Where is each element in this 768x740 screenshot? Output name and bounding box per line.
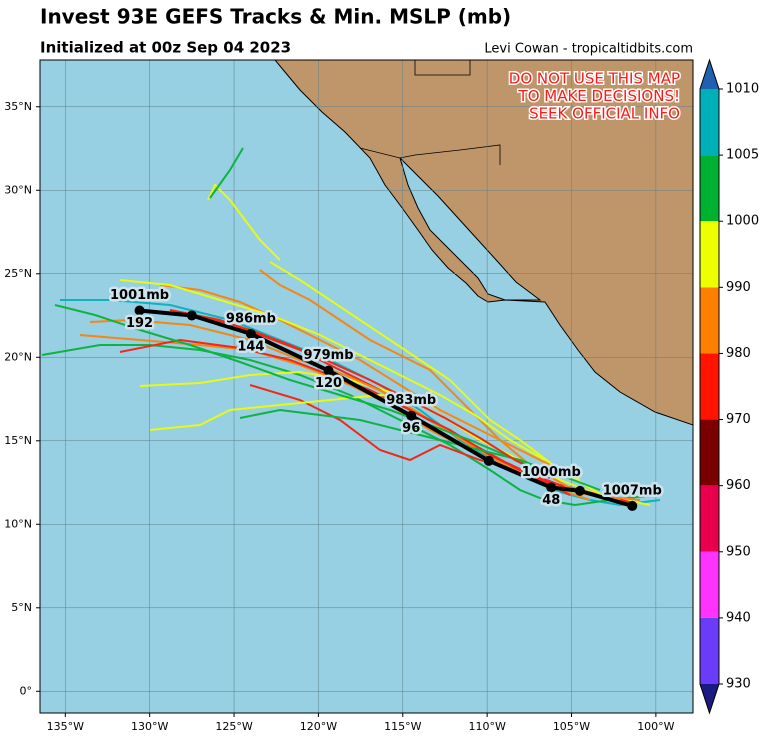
y-tick-label: 35°N: [4, 100, 32, 113]
colorbar-label: 930: [726, 677, 751, 692]
axes: 135°W 130°W 125°W 120°W 115°W 110°W 105°W 100°W…: [4, 100, 674, 733]
border: [414, 60, 471, 76]
pressure-label: 1001mb: [110, 288, 169, 303]
track-point: [483, 455, 494, 466]
hour-label: 192: [126, 316, 153, 331]
y-tick-label: 20°N: [4, 350, 32, 363]
colorbar-label: 980: [726, 346, 751, 361]
y-tick-label: 25°N: [4, 267, 32, 280]
x-tick-label: 125°W: [215, 720, 252, 733]
border: [359, 144, 501, 165]
colorbar-label: 1005: [726, 148, 759, 163]
colorbar: 930 940 950 960 970 980 990 1000 1005 1010: [699, 58, 759, 715]
x-tick-label: 115°W: [384, 720, 421, 733]
pressure-label: 986mb: [226, 311, 276, 326]
track-point: [406, 410, 417, 421]
x-tick-label: 105°W: [553, 720, 590, 733]
map-frame: [39, 59, 694, 714]
subtitle: Initialized at 00z Sep 04 2023: [40, 39, 291, 57]
colorbar-under: [700, 684, 719, 713]
warning-line: TO MAKE DECISIONS!: [518, 87, 680, 105]
track-point: [245, 328, 256, 339]
x-tick-label: 100°W: [637, 720, 674, 733]
x-tick-label: 135°W: [47, 720, 84, 733]
map: 1007mb 1000mb 48 983mb 96 979mb 120 986mb 144 100…: [40, 60, 693, 713]
pressure-label: 983mb: [386, 393, 436, 408]
colorbar-label: 1010: [726, 82, 759, 97]
colorbar-label: 960: [726, 478, 751, 493]
pressure-label: 1000mb: [522, 465, 581, 480]
track-point: [627, 500, 638, 511]
pressure-label: 979mb: [304, 348, 354, 363]
colorbar-label: 990: [726, 280, 751, 295]
warning-line: DO NOT USE THIS MAP: [509, 70, 680, 88]
y-tick-label: 10°N: [4, 517, 32, 530]
x-tick-label: 120°W: [300, 720, 337, 733]
x-tick-label: 110°W: [468, 720, 505, 733]
colorbar-label: 940: [726, 610, 751, 625]
colorbar-segment: [700, 287, 719, 354]
colorbar-segment: [700, 485, 719, 552]
colorbar-segment: [700, 221, 719, 288]
colorbar-segment: [700, 419, 719, 486]
track-point: [186, 310, 197, 321]
hour-label: 96: [402, 421, 420, 436]
colorbar-segment: [700, 551, 719, 618]
colorbar-segment: [700, 89, 719, 156]
y-tick-label: 15°N: [4, 434, 32, 447]
track-point: [323, 365, 334, 376]
colorbar-segment: [700, 353, 719, 420]
colorbar-label: 950: [726, 544, 751, 559]
y-tick-label: 5°N: [11, 601, 32, 614]
track-points: 1007mb 1000mb 48 983mb 96 979mb 120 986mb 144 100…: [108, 286, 664, 511]
colorbar-segment: [700, 155, 719, 222]
colorbar-over: [700, 60, 719, 89]
track-point: [574, 485, 585, 496]
colorbar-segment: [700, 617, 719, 684]
y-tick-label: 30°N: [4, 183, 32, 196]
pressure-label: 1007mb: [603, 483, 662, 498]
credit: Levi Cowan - tropicaltidbits.com: [484, 42, 693, 57]
hour-label: 120: [315, 376, 342, 391]
gulf-of-california: [399, 157, 542, 301]
track-point: [546, 482, 557, 493]
y-tick-label: 0°: [20, 684, 33, 697]
colorbar-label: 970: [726, 412, 751, 427]
x-tick-label: 130°W: [131, 720, 168, 733]
warning-line: SEEK OFFICIAL INFO: [529, 105, 680, 123]
land: [274, 60, 693, 426]
title: Invest 93E GEFS Tracks & Min. MSLP (mb): [40, 5, 511, 29]
hour-label: 144: [237, 339, 264, 354]
hour-label: 48: [542, 493, 560, 508]
colorbar-label: 1000: [726, 214, 759, 229]
track-point: [134, 305, 145, 316]
